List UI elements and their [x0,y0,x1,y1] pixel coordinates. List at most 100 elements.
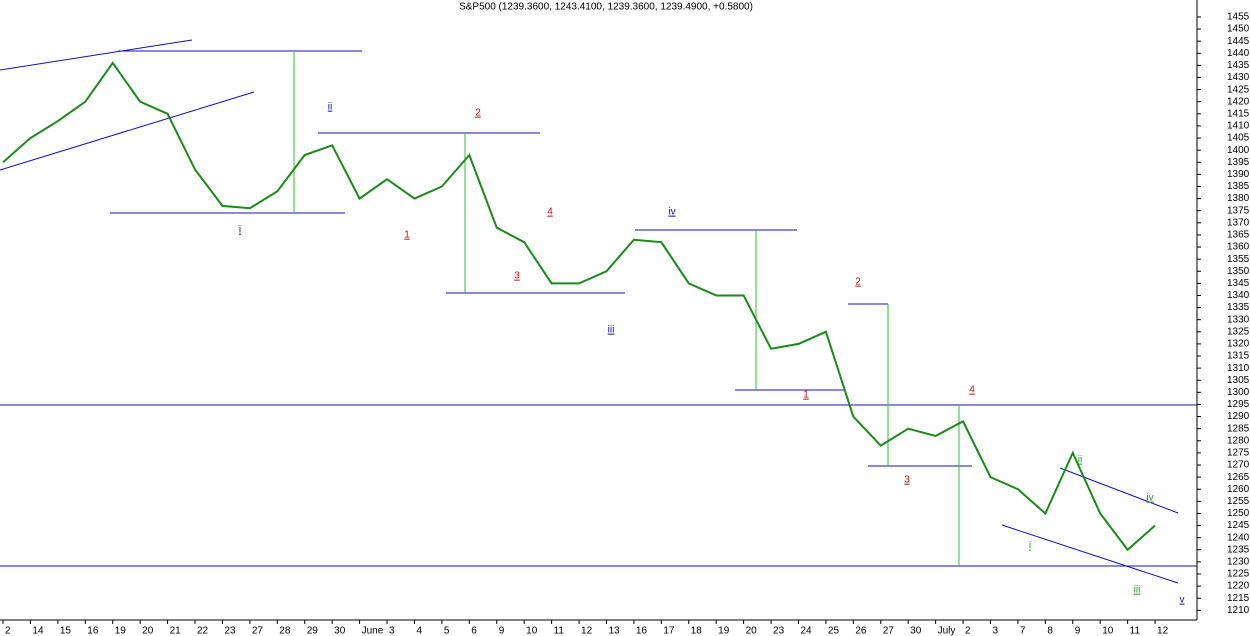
x-tick-label: 11 [1130,626,1141,636]
x-tick-label: 18 [691,626,703,636]
x-tick-label: 17 [663,626,675,636]
y-tick-label: 1415 [1227,108,1250,119]
x-tick-label: 12 [581,626,593,636]
y-tick-label: 1235 [1227,544,1250,555]
wave-label: 3 [904,475,910,486]
x-tick-label: 27 [883,626,895,636]
x-tick-label: 4 [416,626,422,636]
x-tick-label: 25 [828,626,840,636]
x-tick-label: 12 [1157,626,1169,636]
x-tick-label: 16 [87,626,99,636]
y-tick-label: 1275 [1227,448,1250,459]
x-tick-label: July [938,626,956,636]
x-tick-label: 11 [554,626,565,636]
y-tick-label: 1335 [1227,302,1250,313]
y-tick-label: 1380 [1227,193,1250,204]
x-tick-label: 7 [1020,626,1026,636]
y-tick-label: 1295 [1227,399,1250,410]
y-tick-label: 1210 [1227,605,1250,616]
y-tick-label: 1410 [1227,121,1250,132]
y-tick-label: 1260 [1227,484,1250,495]
y-tick-label: 1270 [1227,460,1250,471]
y-tick-label: 1395 [1227,157,1250,168]
wave-label: ii [328,102,332,113]
y-tick-label: 1255 [1227,496,1250,507]
x-tick-label: 23 [773,626,785,636]
x-tick-label: 30 [910,626,922,636]
y-tick-label: 1430 [1227,72,1250,83]
x-tick-label: 3 [389,626,395,636]
wave-label: iii [1134,585,1141,596]
wave-label: i [239,225,241,236]
y-tick-label: 1285 [1227,423,1250,434]
y-tick-label: 1440 [1227,48,1250,59]
y-tick-label: 1280 [1227,435,1250,446]
y-tick-label: 1240 [1227,532,1250,543]
y-tick-label: 1350 [1227,266,1250,277]
x-tick-label: 13 [608,626,620,636]
y-tick-label: 1330 [1227,314,1250,325]
wave-label: ii [1078,455,1082,466]
y-tick-label: 1420 [1227,96,1250,107]
y-tick-label: 1375 [1227,205,1250,216]
x-tick-label: 20 [142,626,154,636]
y-tick-label: 1265 [1227,472,1250,483]
y-tick-label: 1290 [1227,411,1250,422]
y-tick-label: 1300 [1227,387,1250,398]
y-tick-label: 1355 [1227,254,1250,265]
x-tick-label: 30 [334,626,346,636]
wave-label: 1 [404,230,410,241]
y-tick-label: 1360 [1227,242,1250,253]
y-tick-label: 1455 [1227,12,1250,23]
x-tick-label: 22 [197,626,209,636]
x-tick-label: 21 [170,626,182,636]
x-tick-label: 9 [499,626,505,636]
x-tick-label: 14 [32,626,44,636]
y-tick-label: 1445 [1227,36,1250,47]
y-tick-label: 1325 [1227,326,1250,337]
y-tick-label: 1320 [1227,339,1250,350]
x-tick-label: 10 [526,626,538,636]
x-tick-label: 2 [965,626,971,636]
y-tick-label: 1220 [1227,581,1250,592]
wave-label: i [1029,541,1031,552]
y-tick-label: 1340 [1227,290,1250,301]
y-tick-label: 1250 [1227,508,1250,519]
x-tick-label: 26 [855,626,867,636]
y-tick-label: 1245 [1227,520,1250,531]
y-tick-label: 1400 [1227,145,1250,156]
x-tick-label: 27 [252,626,264,636]
trend-lines [0,39,1197,584]
wave-label: iii [608,325,615,336]
y-tick-label: 1425 [1227,84,1250,95]
x-tick-label: 20 [746,626,758,636]
x-tick-label: 19 [718,626,730,636]
y-tick-label: 1310 [1227,363,1250,374]
y-tick-label: 1435 [1227,60,1250,71]
y-tick-label: 1390 [1227,169,1250,180]
wave-label: 2 [475,108,481,119]
x-tick-label: June [362,626,384,636]
x-tick-label: 3 [992,626,998,636]
y-tick-label: 1305 [1227,375,1250,386]
x-tick-label: 24 [800,626,812,636]
wave-label: iv [668,207,675,218]
wave-label: 4 [969,385,975,396]
x-tick-label: 2 [5,626,11,636]
y-tick-label: 1215 [1227,593,1250,604]
wave-label: 1 [803,390,809,401]
y-tick-label: 1315 [1227,351,1250,362]
x-tick-label: 15 [60,626,72,636]
y-tick-label: 1450 [1227,24,1250,35]
y-tick-label: 1385 [1227,181,1250,192]
x-tick-label: 19 [115,626,127,636]
x-tick-label: 5 [444,626,450,636]
wave-label: 4 [547,207,553,218]
y-tick-label: 1345 [1227,278,1250,289]
x-tick-label: 8 [1047,626,1053,636]
y-tick-label: 1225 [1227,569,1250,580]
wave-label: iv [1146,493,1153,504]
x-tick-label: 6 [471,626,477,636]
